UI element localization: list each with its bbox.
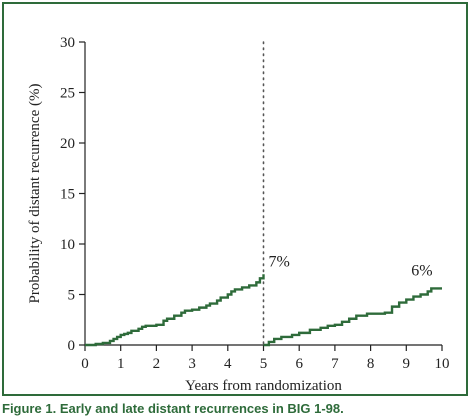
early-endpoint-label: 7% [269, 253, 290, 270]
late-recurrence-curve [263, 287, 442, 347]
figure-caption-text: Early and late distant recurrences in BI… [59, 401, 344, 416]
early-recurrence-curve [85, 274, 265, 347]
x-tick-label: 10 [435, 356, 450, 372]
x-tick-label: 0 [81, 356, 89, 372]
late-endpoint-label: 6% [411, 262, 432, 279]
x-tick-label: 2 [153, 356, 161, 372]
x-tick-label: 1 [117, 356, 125, 372]
y-tick-label: 25 [60, 86, 75, 102]
y-tick-label: 20 [60, 136, 75, 152]
x-axis-title: Years from randomization [185, 378, 342, 394]
chart-frame: 0 5 10 15 20 25 30 0 1 2 3 4 5 6 7 8 9 10 Years from rand… [2, 2, 468, 396]
y-tick-label: 10 [60, 237, 75, 253]
y-axis-title: Probability of distant recurrence (%) [27, 84, 43, 304]
x-tick-label: 5 [260, 356, 268, 372]
distant-recurrence-chart: 0 5 10 15 20 25 30 0 1 2 3 4 5 6 7 8 9 10 Years from rand… [27, 35, 450, 394]
x-tick-label: 4 [224, 356, 232, 372]
figure-caption: Figure 1. Early and late distant recurre… [2, 401, 472, 416]
x-tick-label: 3 [188, 356, 196, 372]
y-tick-label: 0 [68, 338, 76, 354]
x-tick-label: 6 [295, 356, 303, 372]
x-tick-label: 7 [331, 356, 339, 372]
y-tick-label: 5 [68, 288, 76, 304]
figure-caption-label: Figure 1. [2, 401, 57, 416]
y-tick-label: 30 [60, 35, 75, 51]
x-tick-label: 9 [403, 356, 411, 372]
y-tick-label: 15 [60, 187, 75, 203]
x-tick-label: 8 [367, 356, 375, 372]
